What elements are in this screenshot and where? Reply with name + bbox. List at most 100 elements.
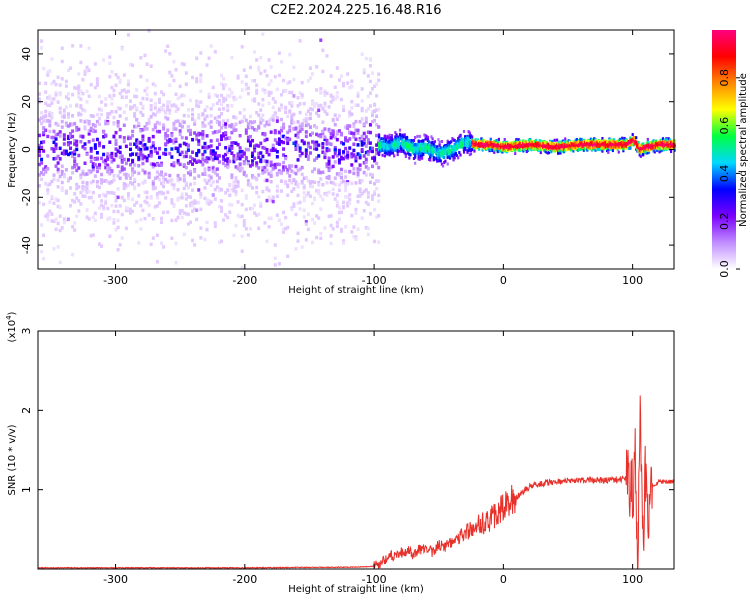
heatmap-cell xyxy=(292,178,296,182)
heatmap-cell xyxy=(145,156,149,161)
heatmap-cell xyxy=(331,192,335,196)
heatmap-cell xyxy=(64,123,68,127)
heatmap-cell xyxy=(668,145,672,149)
heatmap-cell xyxy=(292,126,296,131)
heatmap-cell xyxy=(153,176,157,181)
heatmap-cell xyxy=(408,156,411,160)
heatmap-cell xyxy=(209,144,213,148)
heatmap-cell xyxy=(91,199,95,204)
heatmap-cell xyxy=(518,139,521,143)
heatmap-cell xyxy=(153,204,157,209)
heatmap-cell xyxy=(89,114,93,118)
heatmap-cell xyxy=(263,178,267,183)
heatmap-cell xyxy=(356,199,360,204)
heatmap-cell xyxy=(389,146,392,150)
heatmap-cell xyxy=(362,70,366,75)
heatmap-cell xyxy=(143,155,147,159)
heatmap-cell xyxy=(91,165,95,169)
heatmap-cell xyxy=(174,260,178,265)
heatmap-cell xyxy=(75,143,79,147)
heatmap-cell xyxy=(558,140,561,144)
heatmap-cell xyxy=(199,226,203,230)
heatmap-cell xyxy=(124,117,128,121)
heatmap-cell xyxy=(453,147,456,151)
heatmap-cell xyxy=(465,142,468,146)
heatmap-cell xyxy=(149,145,153,150)
heatmap-cell xyxy=(42,167,46,171)
heatmap-cell xyxy=(333,122,337,127)
heatmap-cell xyxy=(319,170,323,175)
heatmap-cell xyxy=(323,109,327,114)
heatmap-cell xyxy=(408,145,411,149)
heatmap-cell xyxy=(431,141,434,145)
heatmap-cell xyxy=(448,148,452,152)
heatmap-cell xyxy=(373,84,377,88)
heatmap-cell xyxy=(446,139,449,143)
heatmap-cell xyxy=(615,143,618,147)
heatmap-cell xyxy=(108,94,112,98)
heatmap-cell xyxy=(302,176,306,181)
heatmap-cell xyxy=(469,145,473,149)
heatmap-cell xyxy=(356,194,360,199)
heatmap-cell xyxy=(663,148,666,152)
heatmap-cell xyxy=(162,180,166,185)
heatmap-cell xyxy=(81,186,85,191)
heatmap-cell xyxy=(616,141,619,145)
heatmap-cell xyxy=(145,97,149,101)
heatmap-cell xyxy=(42,233,46,238)
heatmap-cell xyxy=(137,194,141,198)
heatmap-cell xyxy=(91,233,95,237)
heatmap-cell xyxy=(116,225,120,230)
heatmap-cell xyxy=(122,182,126,186)
heatmap-cell xyxy=(380,148,383,152)
heatmap-cell xyxy=(407,151,410,155)
heatmap-cell xyxy=(275,87,279,92)
heatmap-cell xyxy=(149,107,153,112)
heatmap-cell xyxy=(155,192,159,197)
heatmap-cell xyxy=(284,136,288,140)
heatmap-cell xyxy=(93,85,97,90)
heatmap-cell xyxy=(112,178,116,182)
heatmap-cell xyxy=(468,131,471,135)
heatmap-cell xyxy=(395,134,398,138)
heatmap-cell xyxy=(116,248,120,252)
heatmap-cell xyxy=(344,175,348,179)
heatmap-cell xyxy=(54,121,58,126)
heatmap-cell xyxy=(637,146,640,150)
heatmap-cell xyxy=(362,68,366,72)
heatmap-cell xyxy=(153,186,157,190)
heatmap-cell xyxy=(141,168,145,173)
heatmap-cell xyxy=(308,145,312,150)
heatmap-cell xyxy=(358,119,362,124)
heatmap-cell xyxy=(166,117,170,121)
heatmap-cell xyxy=(360,52,364,56)
heatmap-cell xyxy=(279,93,283,97)
heatmap-cell xyxy=(195,133,199,137)
heatmap-cell xyxy=(284,105,288,110)
heatmap-cell xyxy=(593,145,596,149)
heatmap-cell xyxy=(654,139,658,143)
heatmap-cell xyxy=(277,130,281,135)
heatmap-cell xyxy=(327,141,331,146)
heatmap-cell xyxy=(213,130,217,134)
heatmap-cell xyxy=(302,215,306,219)
heatmap-cell xyxy=(366,232,370,237)
heatmap-cell xyxy=(617,150,620,154)
heatmap-cell xyxy=(390,143,393,147)
heatmap-cell xyxy=(300,139,304,143)
heatmap-cell xyxy=(364,200,368,205)
heatmap-cell xyxy=(424,142,427,146)
heatmap-cell xyxy=(131,209,135,214)
heatmap-cell xyxy=(311,180,315,184)
heatmap-cell xyxy=(180,119,184,124)
heatmap-cell xyxy=(653,140,656,144)
heatmap-cell xyxy=(313,167,317,171)
heatmap-cell xyxy=(578,144,581,148)
heatmap-cell xyxy=(79,89,83,93)
heatmap-cell xyxy=(344,182,348,186)
heatmap-cell xyxy=(133,94,137,99)
heatmap-cell xyxy=(255,185,259,190)
heatmap-cell xyxy=(536,147,539,151)
heatmap-cell xyxy=(66,97,70,101)
heatmap-cell xyxy=(205,160,209,164)
